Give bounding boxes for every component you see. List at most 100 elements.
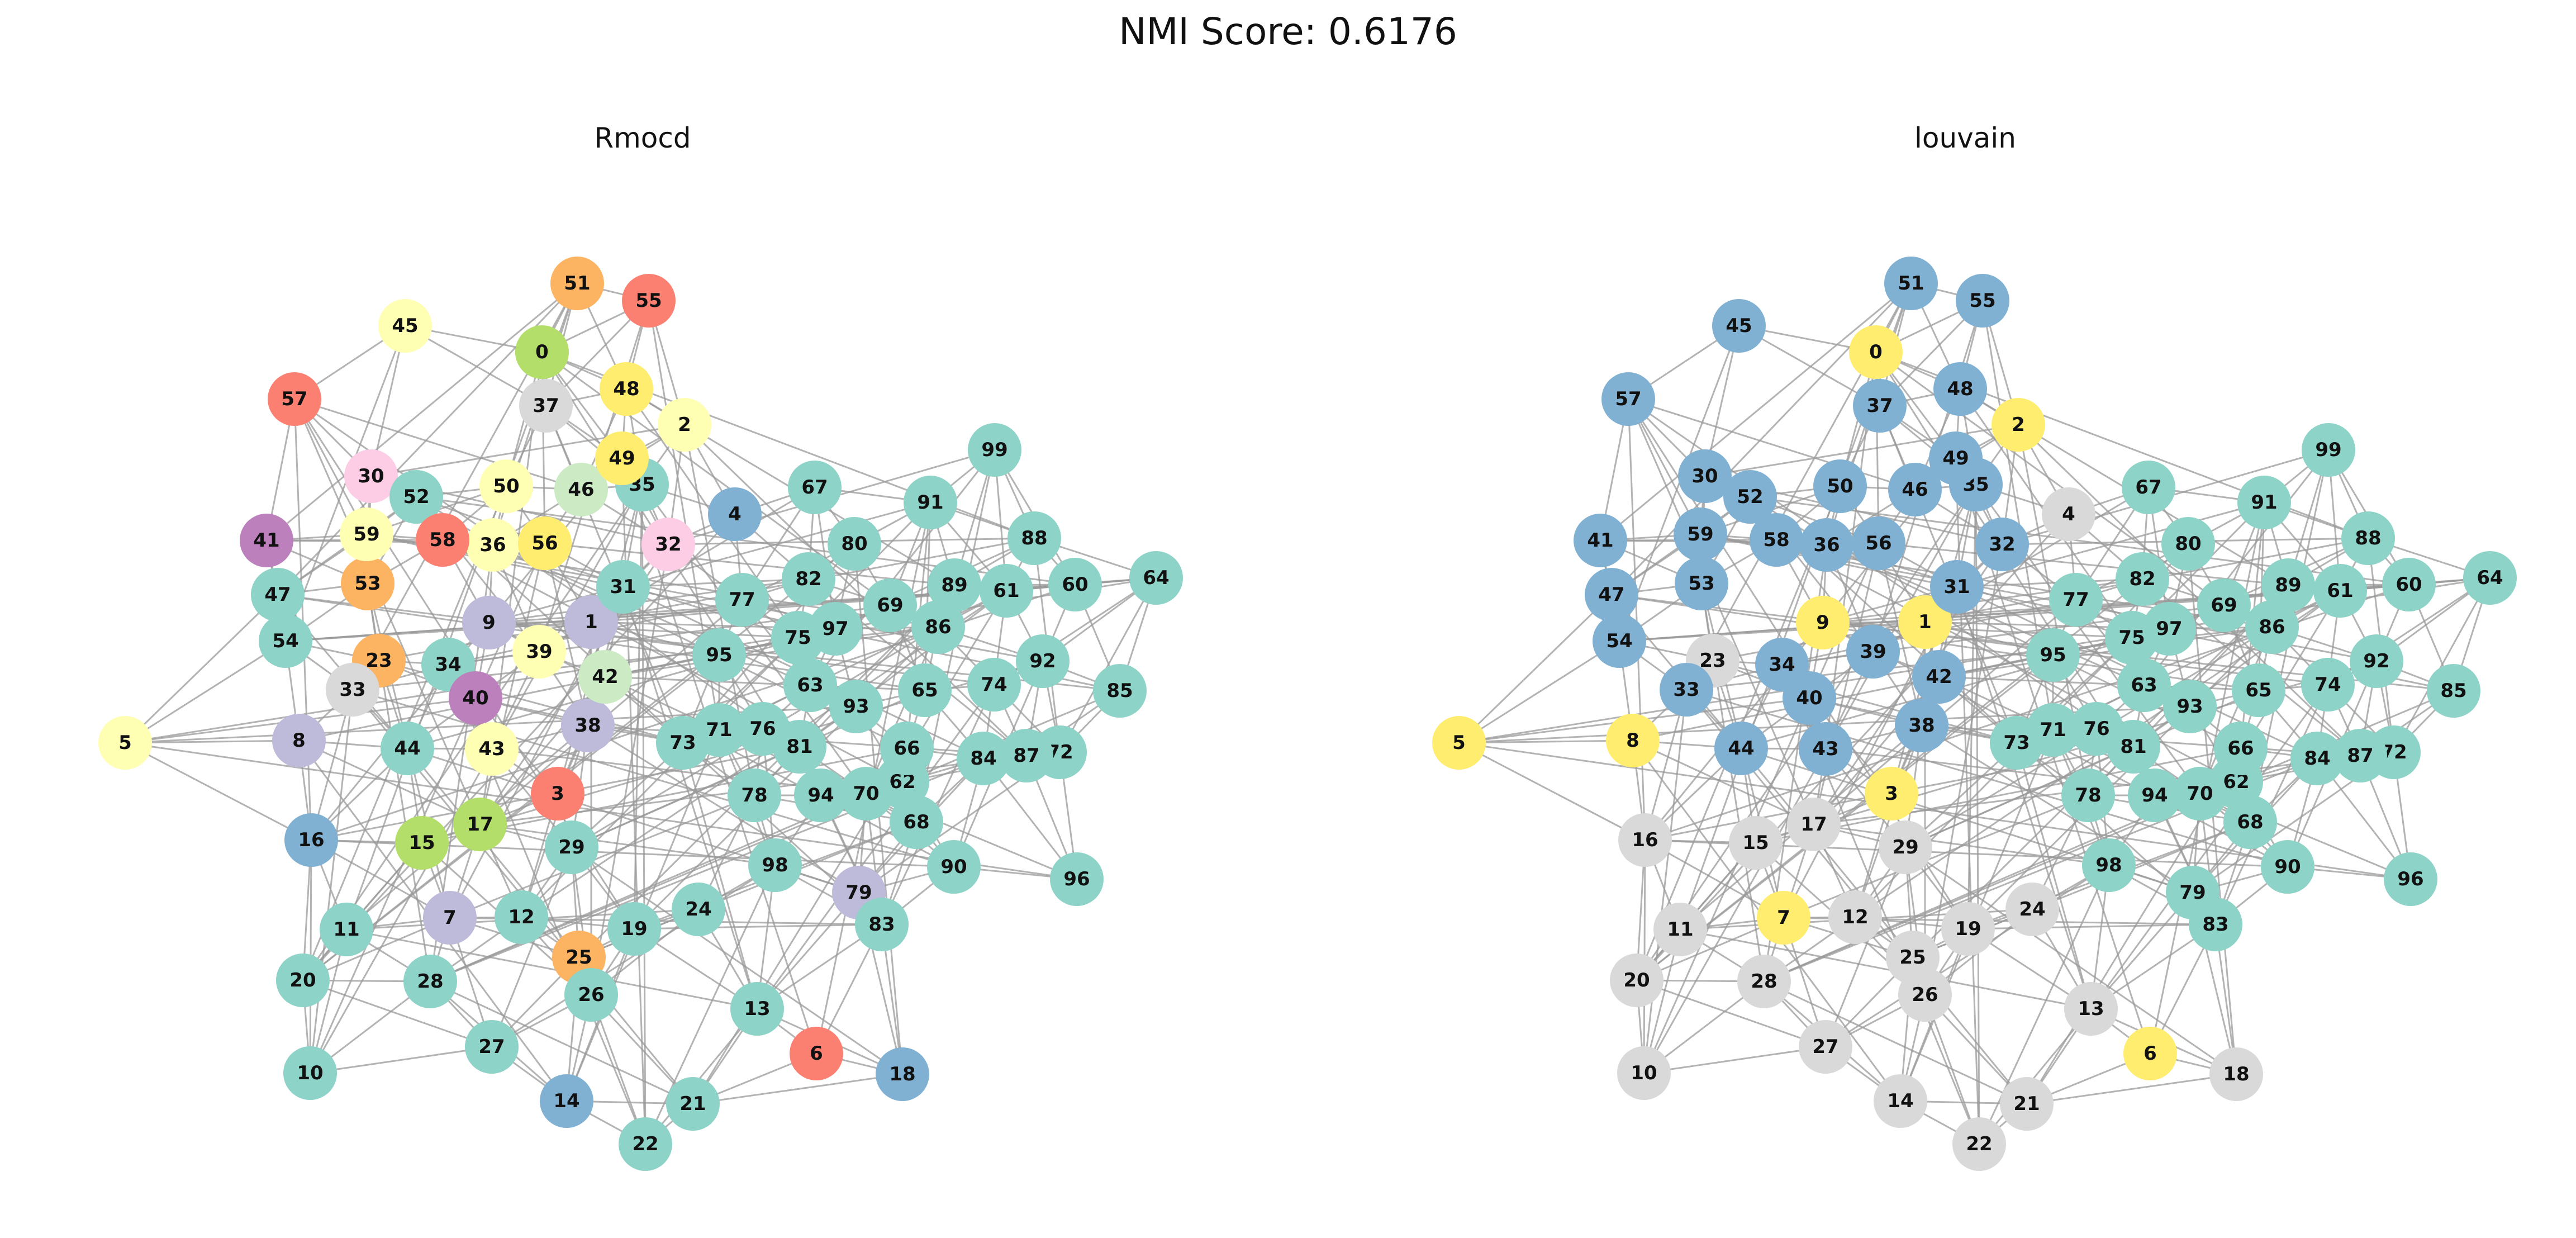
- node-circle: [395, 816, 449, 870]
- graph-panel-rmocd: 0123456789101112131415161718192021222324…: [98, 257, 1183, 1171]
- node-label: 25: [1899, 946, 1926, 969]
- node-45: 45: [1712, 299, 1766, 353]
- node-label: 42: [1926, 666, 1952, 688]
- node-circle: [2232, 663, 2285, 717]
- edge: [587, 724, 859, 894]
- node-circle: [748, 838, 802, 892]
- node-label: 51: [564, 272, 590, 295]
- node-label: 16: [298, 829, 324, 851]
- node-26: 26: [1898, 968, 1952, 1022]
- node-circle: [1992, 398, 2045, 452]
- node-circle: [595, 431, 649, 485]
- node-circle: [656, 716, 710, 770]
- node-circle: [829, 680, 883, 733]
- node-89: 89: [928, 558, 981, 612]
- node-circle: [1990, 716, 2043, 770]
- edge: [491, 864, 776, 1048]
- node-circle: [1933, 362, 1987, 416]
- node-29: 29: [545, 820, 598, 874]
- node-label: 67: [2135, 476, 2161, 499]
- node-label: 85: [2440, 680, 2466, 702]
- node-label: 4: [728, 503, 742, 525]
- node-61: 61: [2313, 564, 2367, 618]
- node-label: 27: [1812, 1036, 1838, 1058]
- node-label: 51: [1898, 272, 1924, 295]
- edge: [293, 399, 481, 825]
- node-40: 40: [1783, 671, 1836, 725]
- edge: [1458, 742, 1646, 841]
- node-label: 39: [1860, 641, 1886, 663]
- node-circle: [788, 461, 842, 514]
- edge: [405, 325, 546, 407]
- node-label: 24: [2019, 898, 2045, 921]
- node-label: 31: [1943, 576, 1970, 598]
- node-label: 86: [2259, 616, 2285, 638]
- node-18: 18: [2209, 1047, 2263, 1101]
- node-circle: [1799, 722, 1852, 776]
- edge: [293, 399, 312, 841]
- node-label: 23: [1699, 649, 1726, 672]
- edge: [266, 282, 578, 542]
- node-label: 98: [762, 854, 788, 876]
- node-circle: [1898, 595, 1952, 649]
- node-14: 14: [540, 1074, 593, 1128]
- node-27: 27: [1799, 1020, 1852, 1074]
- node-circle: [1606, 714, 1660, 767]
- node-label: 49: [609, 447, 635, 469]
- node-99: 99: [2302, 423, 2355, 477]
- node-circle: [728, 769, 781, 822]
- node-47: 47: [1585, 568, 1638, 622]
- node-circle: [1813, 459, 1867, 513]
- node-69: 69: [2197, 578, 2251, 632]
- node-label: 28: [1751, 970, 1777, 993]
- node-label: 94: [2141, 784, 2168, 807]
- node-51: 51: [1884, 257, 1938, 310]
- node-48: 48: [1933, 362, 1987, 416]
- node-82: 82: [782, 552, 835, 606]
- edge: [1813, 543, 1880, 825]
- node-label: 21: [2013, 1093, 2040, 1115]
- node-circle: [320, 903, 373, 956]
- node-60: 60: [2382, 558, 2436, 611]
- node-label: 7: [443, 907, 457, 929]
- node-93: 93: [2163, 680, 2217, 733]
- node-circle: [378, 299, 432, 353]
- node-circle: [2261, 558, 2315, 612]
- node-label: 71: [2040, 719, 2066, 741]
- node-59: 59: [1674, 507, 1727, 561]
- node-39: 39: [512, 625, 566, 679]
- edge: [541, 351, 891, 606]
- node-circle: [98, 716, 152, 770]
- node-43: 43: [1799, 722, 1852, 776]
- node-label: 61: [993, 580, 1019, 602]
- node-circle: [1929, 431, 1983, 485]
- node-circle: [1912, 650, 1966, 704]
- node-circle: [1678, 449, 1732, 503]
- node-circle: [2261, 840, 2314, 894]
- node-17: 17: [453, 798, 507, 851]
- node-label: 47: [1598, 584, 1624, 606]
- node-label: 18: [2223, 1063, 2249, 1085]
- node-label: 9: [482, 611, 496, 634]
- node-label: 94: [807, 784, 834, 807]
- node-label: 90: [940, 856, 967, 878]
- node-96: 96: [1050, 852, 1104, 906]
- node-31: 31: [596, 560, 650, 614]
- node-label: 47: [264, 584, 291, 606]
- edge: [1686, 689, 2288, 868]
- node-circle: [1930, 560, 1984, 614]
- node-69: 69: [863, 578, 917, 632]
- edge: [1458, 594, 1613, 744]
- node-label: 61: [2327, 580, 2353, 602]
- node-circle: [1874, 1074, 1927, 1128]
- node-90: 90: [2261, 840, 2314, 894]
- node-30: 30: [1678, 449, 1732, 503]
- node-22: 22: [619, 1117, 672, 1171]
- node-label: 69: [877, 594, 903, 616]
- node-66: 66: [2214, 722, 2268, 775]
- node-circle: [880, 722, 934, 775]
- node-label: 58: [429, 529, 455, 551]
- node-83: 83: [2189, 898, 2242, 951]
- node-circle: [554, 463, 608, 516]
- node-circle: [1846, 625, 1900, 679]
